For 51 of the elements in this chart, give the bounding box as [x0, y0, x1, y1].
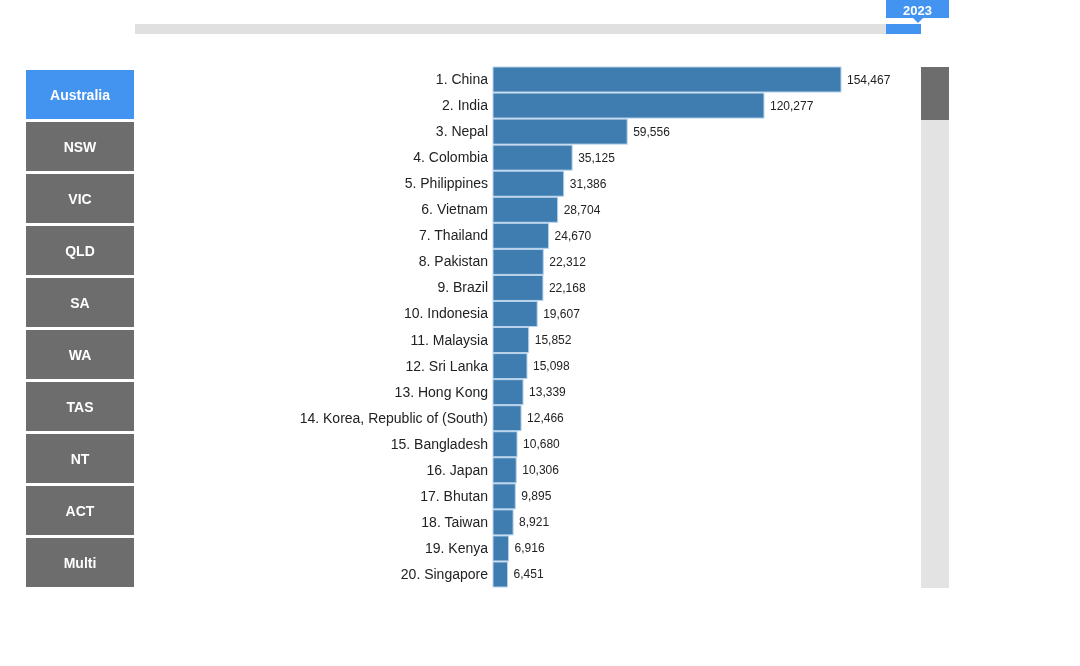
y-tick-label: 13. Hong Kong [394, 383, 488, 400]
y-tick-label: 3. Nepal [435, 123, 488, 140]
text: WA [68, 346, 92, 363]
y-tick-label: 12. Sri Lanka [405, 357, 489, 374]
text: QLD [65, 242, 95, 259]
data-label: 22,168 [548, 280, 586, 295]
data-label: 22,312 [549, 254, 587, 269]
data-label: 15,852 [534, 333, 572, 348]
text: SA [70, 294, 90, 311]
y-tick-label: 8. Pakistan [418, 253, 488, 270]
y-tick-label: 16. Japan [426, 461, 488, 478]
y-tick-label: 10. Indonesia [403, 305, 489, 322]
text: NSW [63, 138, 98, 155]
y-tick-label: 18. Taiwan [421, 513, 488, 530]
text: ACT [65, 502, 95, 519]
data-label: 8,921 [519, 515, 550, 530]
text: TAS [66, 398, 94, 415]
data-label: 10,306 [522, 463, 560, 478]
y-tick-label: 14. Korea, Republic of (South) [299, 409, 488, 426]
y-tick-label: 15. Bangladesh [390, 435, 488, 452]
data-label: 15,098 [533, 359, 571, 374]
y-tick-label: 7. Thailand [418, 227, 488, 244]
data-label: 13,339 [529, 385, 567, 400]
data-label: 59,556 [633, 124, 671, 139]
data-label: 28,704 [563, 202, 601, 217]
data-label: 10,680 [523, 437, 561, 452]
text: 2023 [903, 2, 932, 18]
y-tick-label: 20. Singapore [400, 565, 489, 582]
y-tick-label: 2. India [442, 97, 489, 114]
y-tick-label: 4. Colombia [413, 149, 489, 166]
data-label: 19,607 [543, 306, 581, 321]
y-tick-label: 19. Kenya [424, 539, 489, 556]
data-label: 6,451 [513, 567, 544, 582]
text: Multi [63, 554, 97, 571]
text: NT [70, 450, 90, 467]
data-label: 12,466 [527, 411, 565, 426]
data-label: 120,277 [769, 98, 814, 113]
y-tick-label: 5. Philippines [404, 175, 488, 192]
y-tick-label: 11. Malaysia [410, 331, 489, 348]
data-label: 154,467 [847, 72, 891, 87]
data-label: 9,895 [521, 489, 552, 504]
data-label: 24,670 [554, 228, 592, 243]
data-label: 6,916 [514, 541, 545, 556]
data-label: 35,125 [578, 150, 616, 165]
text: VIC [68, 190, 92, 207]
y-tick-label: 9. Brazil [437, 279, 488, 296]
data-label: 31,386 [569, 176, 607, 191]
y-tick-label: 6. Vietnam [421, 201, 488, 218]
y-tick-label: 17. Bhutan [420, 487, 488, 504]
y-tick-label: 1. China [435, 70, 489, 87]
text: Australia [50, 86, 111, 103]
